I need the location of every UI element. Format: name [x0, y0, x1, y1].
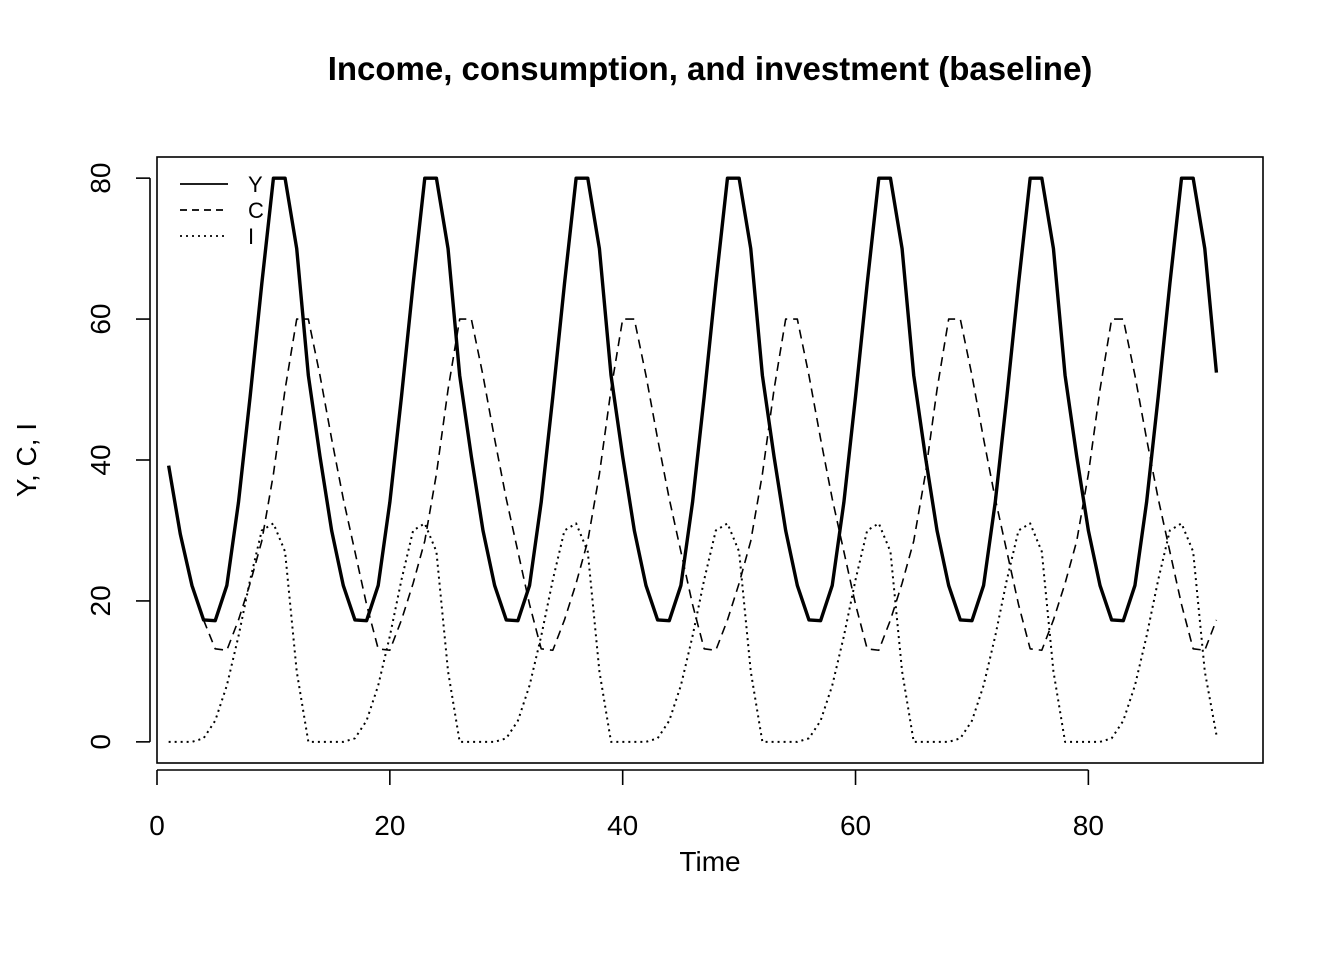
series-line-i [168, 522, 1218, 743]
legend: YCI [180, 172, 264, 249]
y-tick-label: 20 [85, 585, 116, 616]
x-tick-label: 80 [1073, 810, 1104, 841]
x-axis: 0 20 40 60 80 [149, 769, 1104, 841]
chart-title: Income, consumption, and investment (bas… [328, 50, 1093, 87]
y-tick-label: 60 [85, 303, 116, 334]
x-tick-label: 40 [607, 810, 638, 841]
x-axis-label: Time [679, 846, 740, 877]
y-tick-label: 80 [85, 163, 116, 194]
legend-label-i: I [248, 224, 254, 249]
y-tick-label: 0 [85, 734, 116, 750]
y-tick-label: 40 [85, 444, 116, 475]
x-tick-label: 20 [374, 810, 405, 841]
legend-label-y: Y [248, 172, 263, 197]
series-line-y [166, 176, 1219, 623]
series-line-c [202, 318, 1218, 652]
series-layer [166, 176, 1219, 743]
x-tick-label: 0 [149, 810, 165, 841]
y-axis-label: Y, C, I [11, 423, 42, 497]
x-tick-label: 60 [840, 810, 871, 841]
y-axis: 0 20 40 60 80 [85, 163, 151, 750]
plot-frame [156, 156, 1264, 764]
legend-label-c: C [248, 198, 264, 223]
